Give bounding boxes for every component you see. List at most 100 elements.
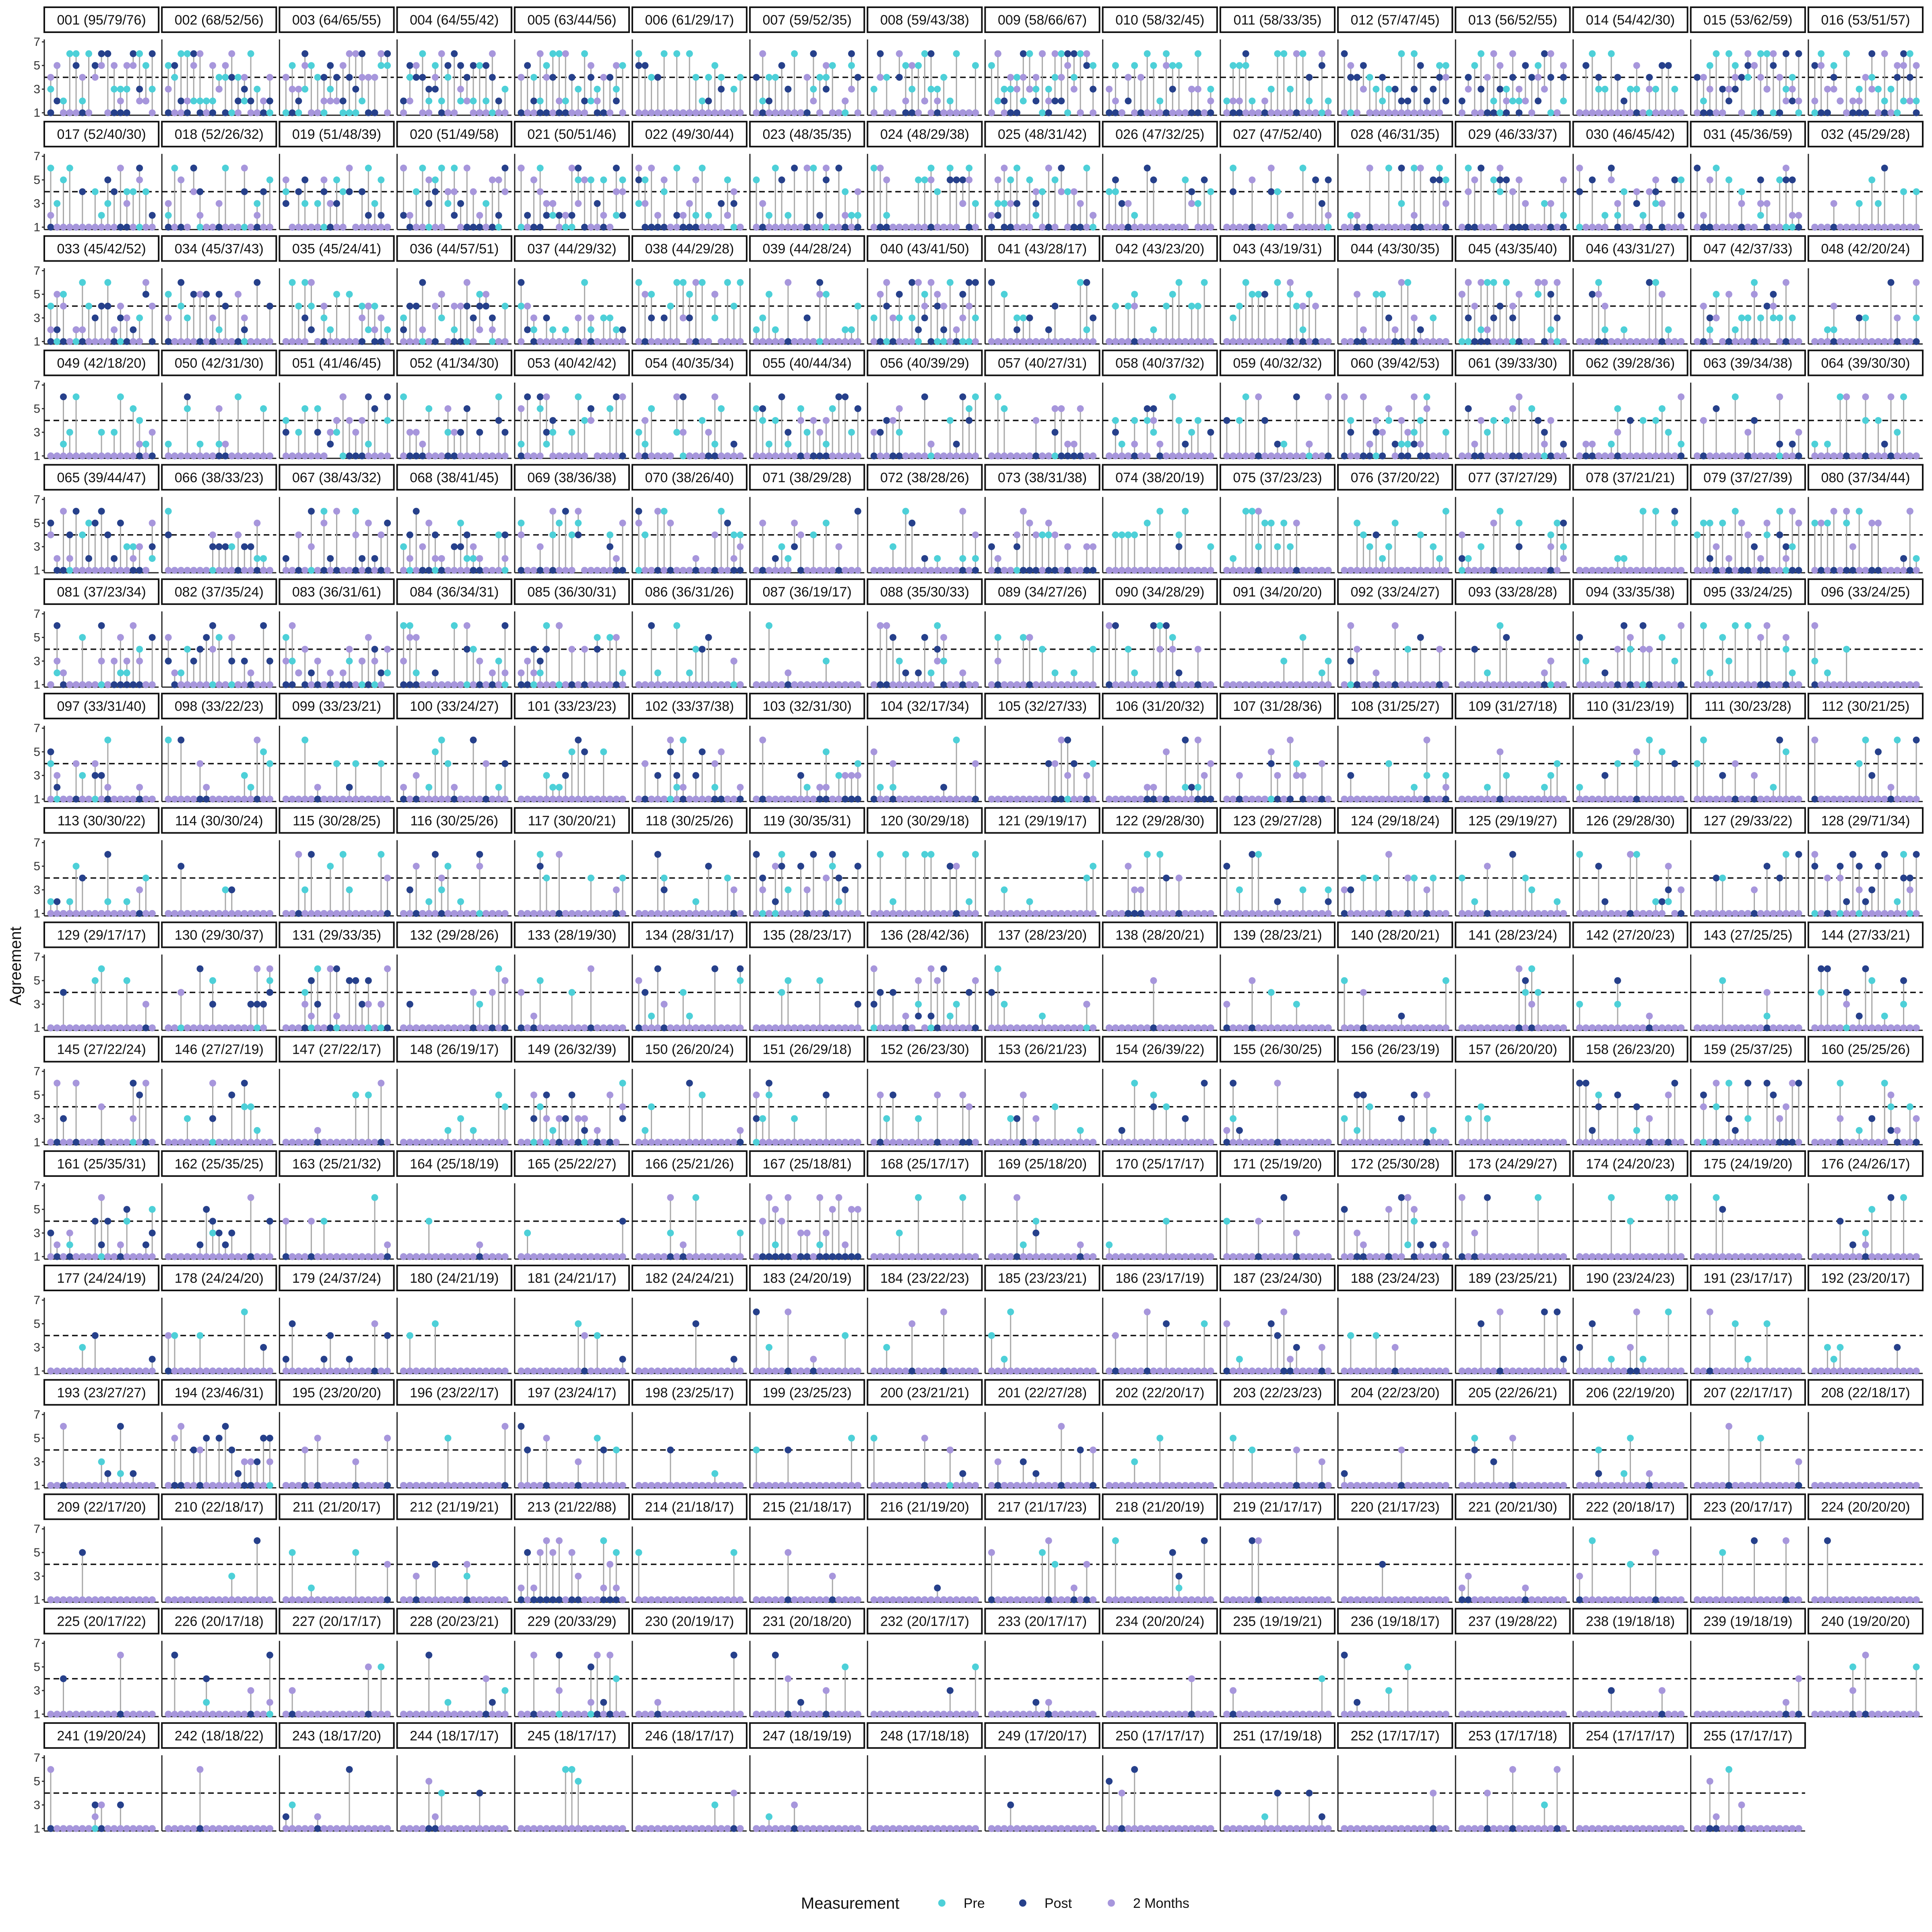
data-point [959, 109, 966, 116]
data-point [60, 440, 67, 448]
data-point [581, 176, 588, 184]
data-point [810, 97, 817, 105]
data-point [890, 417, 897, 424]
data-point [400, 97, 407, 105]
data-point [1509, 74, 1516, 81]
facet-label: 021 (50/51/46) [527, 127, 616, 142]
data-point [1267, 452, 1275, 460]
data-point [854, 188, 861, 195]
data-point [518, 452, 525, 460]
data-point [823, 165, 830, 172]
data-point [149, 543, 156, 550]
data-point [1465, 314, 1472, 322]
facet-panel: 059 (40/32/32) [1219, 349, 1336, 460]
data-point [1163, 109, 1170, 116]
data-point [1843, 109, 1850, 116]
data-point [352, 85, 359, 93]
data-point [1051, 223, 1059, 231]
data-point [940, 74, 947, 81]
data-point [289, 338, 296, 345]
data-point [848, 212, 855, 219]
data-point [1391, 85, 1399, 93]
data-point [642, 62, 649, 69]
data-point [718, 223, 725, 231]
data-point [1576, 165, 1583, 172]
data-point [149, 555, 156, 562]
data-point [54, 97, 61, 105]
data-point [1818, 223, 1825, 231]
data-point [524, 452, 531, 460]
data-point [679, 393, 687, 400]
data-point [1077, 279, 1084, 286]
data-point [79, 531, 86, 539]
data-point [988, 452, 995, 460]
data-point [1404, 429, 1412, 436]
data-point [346, 188, 353, 195]
data-point [711, 291, 718, 298]
data-point [613, 555, 620, 562]
data-point [1862, 74, 1869, 81]
data-point [171, 165, 178, 172]
data-point [1465, 338, 1472, 345]
facet-label: 003 (64/65/55) [292, 12, 381, 28]
data-point [1013, 326, 1021, 333]
data-point [654, 567, 661, 574]
data-point [1894, 452, 1901, 460]
data-point [400, 165, 407, 172]
data-point [562, 50, 569, 57]
data-point [581, 417, 588, 424]
data-point [295, 85, 302, 93]
data-point [1503, 338, 1510, 345]
data-point [1837, 97, 1844, 105]
data-point [699, 165, 706, 172]
data-point [1032, 85, 1040, 93]
data-point [1719, 452, 1726, 460]
data-point [753, 223, 760, 231]
data-point [1614, 223, 1621, 231]
data-point [753, 326, 760, 333]
data-point [1738, 74, 1745, 81]
data-point [209, 338, 217, 345]
data-point [1064, 62, 1071, 69]
data-point [1725, 97, 1732, 105]
data-point [346, 109, 353, 116]
data-point [295, 531, 302, 539]
data-point [1182, 440, 1189, 448]
data-point [301, 223, 309, 231]
data-point [339, 188, 347, 195]
data-point [1868, 223, 1876, 231]
data-point [1811, 97, 1818, 105]
data-point [339, 338, 347, 345]
data-point [1671, 176, 1678, 184]
data-point [1795, 109, 1802, 116]
data-point [60, 109, 67, 116]
data-point [1325, 338, 1332, 345]
data-point [444, 200, 452, 207]
data-point [1423, 97, 1430, 105]
data-point [184, 338, 191, 345]
data-point [934, 223, 941, 231]
data-point [1547, 452, 1554, 460]
data-point [530, 452, 537, 460]
data-point [1528, 109, 1536, 116]
data-point [575, 314, 582, 322]
data-point [295, 429, 302, 436]
data-point [1410, 314, 1418, 322]
data-point [1458, 223, 1466, 231]
data-point [784, 567, 792, 574]
data-point [123, 188, 130, 195]
data-point [699, 109, 706, 116]
data-point [1058, 165, 1065, 172]
data-point [966, 338, 973, 345]
data-point [165, 452, 172, 460]
data-point [1131, 302, 1138, 310]
data-point [314, 567, 321, 574]
data-point [673, 223, 681, 231]
data-point [1058, 188, 1065, 195]
data-point [438, 567, 445, 574]
data-point [613, 62, 620, 69]
data-point [1175, 223, 1183, 231]
data-point [444, 567, 452, 574]
data-point [1341, 223, 1348, 231]
data-point [254, 223, 261, 231]
